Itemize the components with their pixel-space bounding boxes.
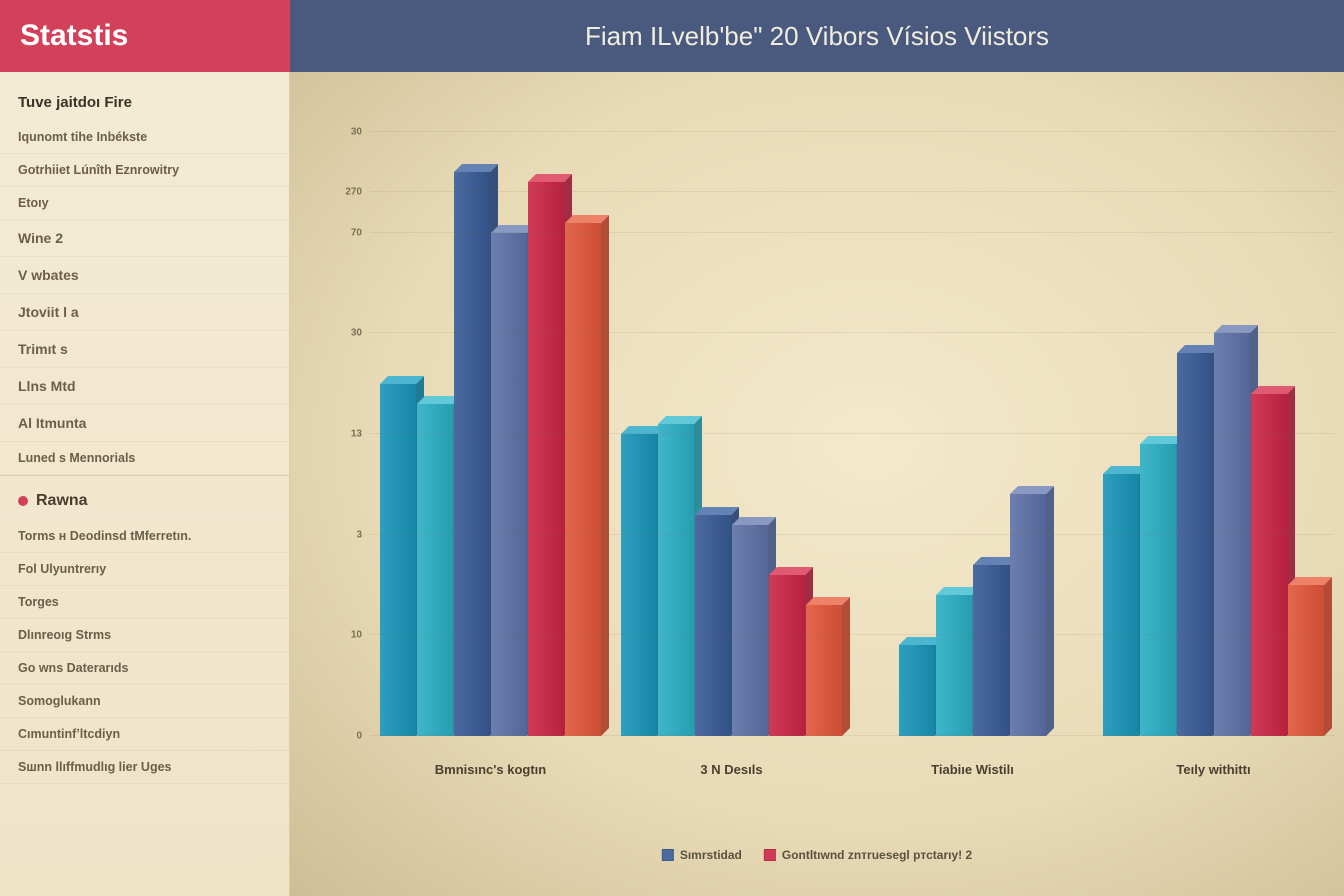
sidebar-item[interactable]: Jtoviit l a [0,294,289,331]
sidebar-item[interactable]: Torges [0,586,289,619]
y-tick-label: 0 [332,731,362,742]
legend-item: Gontltıwnd znтruesegl pтсtarıy! 2 [764,848,972,862]
bar-group: Teıly withittı [1093,132,1334,736]
gridline [370,534,1334,535]
brand-badge: Statstis [0,0,290,72]
x-category-label: Teıly withittı [1176,762,1250,777]
x-category-label: Bmnisınc's kogtın [435,762,546,777]
sidebar-section2-title[interactable]: Rawna [0,475,289,520]
sidebar-item[interactable]: Fol Ulyuntrerıy [0,553,289,586]
sidebar-item[interactable]: Gotrhiiet Lúnîth Eznrowitry [0,154,289,187]
y-tick-label: 3 [332,529,362,540]
gridline [370,131,1334,132]
gridline [370,191,1334,192]
sidebar-item[interactable]: Dlınreoıg Strms [0,619,289,652]
x-category-label: 3 N Desıls [700,762,762,777]
sidebar-item[interactable]: Luned s Mennorials [0,442,289,475]
bar [565,223,601,736]
sidebar-section1-title: Tuve jaitdoı Fire [0,86,289,121]
sidebar-item[interactable]: Llns Mtd [0,368,289,405]
bar [936,595,972,736]
bar [1214,333,1250,736]
bar [899,645,935,736]
sidebar-item[interactable]: Torms н Deodinsd tMferretın. [0,520,289,553]
gridline [370,735,1334,736]
chart-legend: Sımrstidad Gontltıwnd znтruesegl pтсtarıy… [662,848,972,862]
y-tick-label: 30 [332,328,362,339]
chart-area: Bmnisınc's kogtın3 N DesılsTiabiıe Wisti… [290,72,1344,896]
sidebar-item[interactable]: Go wns Daterarıds [0,652,289,685]
gridline [370,232,1334,233]
y-tick-label: 10 [332,630,362,641]
bar [417,404,453,736]
main-row: Tuve jaitdoı Fire Iqunomt tihe InbéksteG… [0,72,1344,896]
bar [695,515,731,736]
bar [621,434,657,736]
y-tick-label: 70 [332,227,362,238]
bar [806,605,842,736]
bar [1177,353,1213,736]
legend-swatch [662,849,674,861]
bar [1140,444,1176,736]
top-bar: Statstis Fiam ILvelb'be" 20 Vibors Vísio… [0,0,1344,72]
bar [1251,394,1287,736]
sidebar-item[interactable]: Wine 2 [0,220,289,257]
bar [491,233,527,736]
bar [528,182,564,736]
bar [1010,494,1046,736]
sidebar-item[interactable]: V wbates [0,257,289,294]
sidebar: Tuve jaitdoı Fire Iqunomt tihe InbéksteG… [0,72,290,896]
sidebar-item[interactable]: Sшnn llıffmudlıg lier Uges [0,751,289,784]
page-title: Fiam ILvelb'be" 20 Vibors Vísios Viistor… [290,0,1344,72]
bar-groups: Bmnisınc's kogtın3 N DesılsTiabiıe Wisti… [370,132,1334,736]
sidebar-section2-label: Rawna [36,492,88,510]
y-tick-label: 30 [332,127,362,138]
bar [732,525,768,736]
sidebar-item[interactable]: Al Itmunta [0,405,289,442]
y-tick-label: 270 [332,187,362,198]
bar-group: Bmnisınc's kogtın [370,132,611,736]
sidebar-item[interactable]: Somoglukann [0,685,289,718]
gridline [370,634,1334,635]
gridline [370,332,1334,333]
sidebar-item[interactable]: Iqunomt tihe Inbékste [0,121,289,154]
bar [658,424,694,736]
bar [380,384,416,736]
gridline [370,433,1334,434]
chart-plot: Bmnisınc's kogtın3 N DesılsTiabiıe Wisti… [370,132,1334,736]
bar [1103,474,1139,736]
sidebar-item[interactable]: Etoıy [0,187,289,220]
bar-group: Tiabiıe Wistilı [852,132,1093,736]
bar-group: 3 N Desıls [611,132,852,736]
legend-item: Sımrstidad [662,848,742,862]
y-tick-label: 13 [332,429,362,440]
sidebar-item[interactable]: Cımuntinfʼltсdiyn [0,718,289,751]
sidebar-item[interactable]: Trimıt s [0,331,289,368]
x-category-label: Tiabiıe Wistilı [931,762,1014,777]
legend-swatch [764,849,776,861]
bar [769,575,805,736]
bar [454,172,490,736]
bar [973,565,1009,736]
bar [1288,585,1324,736]
bullet-icon [18,496,28,506]
